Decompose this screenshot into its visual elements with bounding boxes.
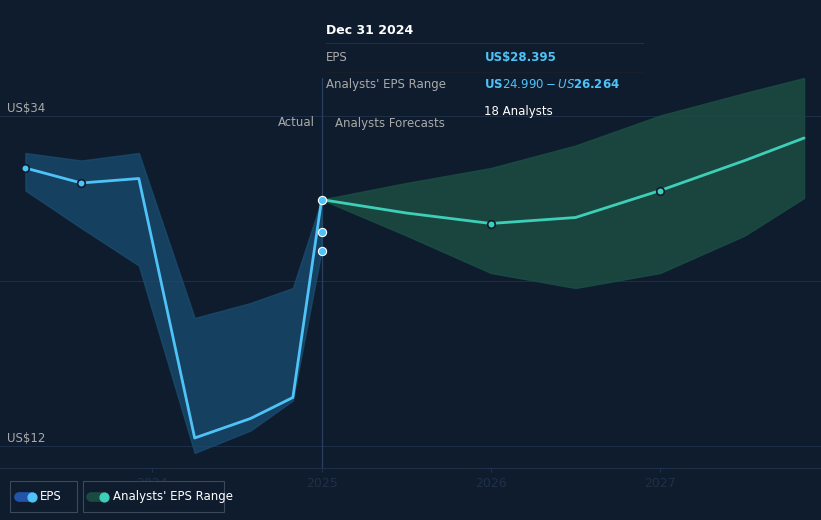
- FancyBboxPatch shape: [83, 482, 224, 512]
- Text: Dec 31 2024: Dec 31 2024: [326, 24, 413, 37]
- Text: Analysts' EPS Range: Analysts' EPS Range: [326, 78, 446, 91]
- Point: [98, 492, 111, 501]
- Point: [25, 492, 39, 501]
- Point: [75, 179, 88, 187]
- Text: Actual: Actual: [277, 116, 315, 129]
- Text: Analysts Forecasts: Analysts Forecasts: [335, 116, 445, 129]
- Text: EPS: EPS: [326, 50, 347, 63]
- Text: US$24.990 - US$26.264: US$24.990 - US$26.264: [484, 78, 621, 91]
- Text: US$34: US$34: [7, 102, 45, 115]
- Point: [654, 186, 667, 194]
- Point: [315, 227, 328, 236]
- Point: [19, 164, 32, 172]
- Text: US$12: US$12: [7, 433, 45, 446]
- Text: US$28.395: US$28.395: [484, 50, 557, 63]
- FancyBboxPatch shape: [11, 482, 76, 512]
- Point: [315, 196, 328, 204]
- Text: EPS: EPS: [40, 490, 62, 503]
- Text: Analysts' EPS Range: Analysts' EPS Range: [112, 490, 233, 503]
- Point: [315, 246, 328, 255]
- Point: [484, 219, 498, 228]
- Text: 18 Analysts: 18 Analysts: [484, 106, 553, 119]
